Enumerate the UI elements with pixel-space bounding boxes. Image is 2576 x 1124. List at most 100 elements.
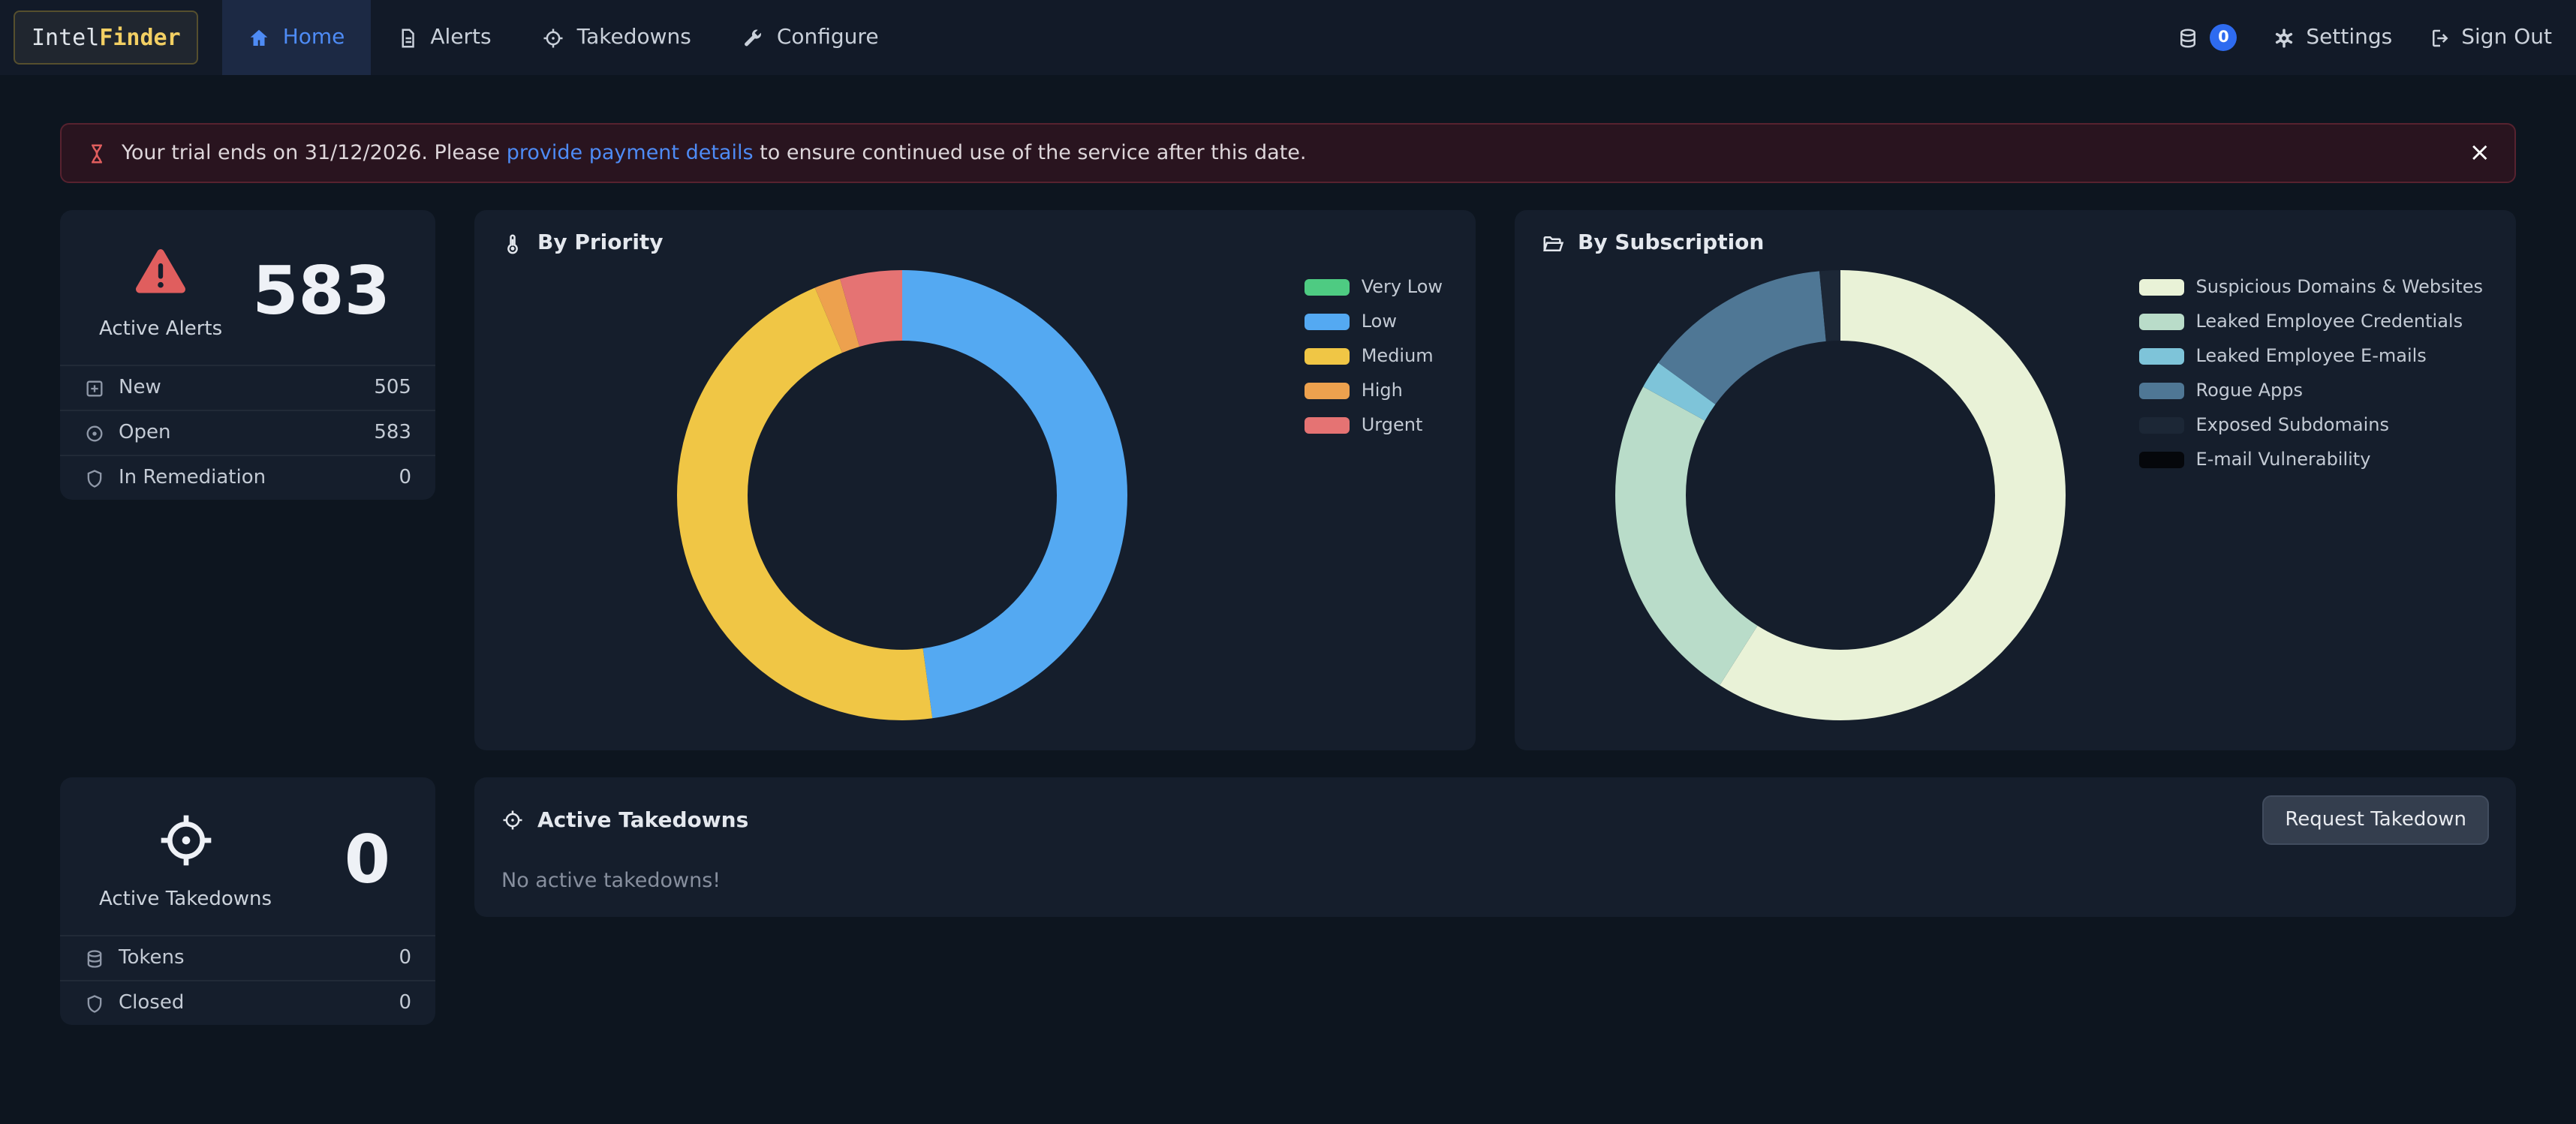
legend-label: High (1361, 380, 1403, 401)
by-subscription-header: By Subscription (1542, 231, 2489, 255)
alerts-row-open: Open 583 (60, 410, 435, 455)
sign-out-button[interactable]: Sign Out (2428, 26, 2552, 50)
brand-logo[interactable]: IntelFinder (14, 11, 199, 65)
active-alerts-label: Active Alerts (99, 318, 223, 341)
legend-label: Exposed Subdomains (2195, 414, 2389, 435)
alerts-row-remediation: In Remediation 0 (60, 455, 435, 500)
shield-icon (87, 994, 102, 1012)
thermometer-icon (507, 233, 518, 254)
legend-item: Leaked Employee Credentials (2138, 311, 2483, 332)
by-subscription-title: By Subscription (1578, 231, 1765, 255)
shield-icon (87, 469, 102, 487)
legend-label: Leaked Employee Credentials (2195, 311, 2463, 332)
navbar: IntelFinder Home Alerts Takedowns Config… (0, 0, 2576, 75)
legend-item: Exposed Subdomains (2138, 414, 2483, 435)
active-alerts-summary: Active Alerts 583 (60, 210, 435, 365)
folder-open-icon (1543, 236, 1564, 251)
active-takedowns-stats-card: Active Takedowns 0 Tokens 0 Closed 0 (60, 777, 435, 1025)
no-takedowns-message: No active takedowns! (501, 869, 721, 893)
takedowns-row-closed: Closed 0 (60, 980, 435, 1025)
active-takedowns-panel: Active Takedowns Request Takedown No act… (474, 777, 2516, 917)
settings-label: Settings (2306, 26, 2393, 50)
row-value: 0 (399, 467, 411, 489)
priority-legend: Very Low Low Medium High Urgent (1304, 255, 1449, 435)
row-label: Tokens (119, 947, 185, 969)
row-label: In Remediation (119, 467, 266, 489)
payment-details-link[interactable]: provide payment details (506, 141, 754, 165)
active-alerts-count: 583 (252, 253, 390, 329)
row-value: 505 (374, 377, 411, 399)
subscription-donut-chart (1542, 255, 2138, 732)
nav-item-label: Home (282, 26, 345, 50)
legend-item: High (1304, 380, 1443, 401)
crosshair-icon (544, 28, 564, 47)
legend-item: Low (1304, 311, 1443, 332)
by-subscription-card: By Subscription Suspicious Domains & Web… (1515, 210, 2516, 750)
sign-out-icon (2432, 29, 2448, 47)
nav-item-alerts[interactable]: Alerts (370, 0, 516, 75)
hourglass-icon (92, 143, 102, 163)
home-icon (251, 29, 268, 45)
nav-item-label: Takedowns (576, 26, 691, 50)
priority-donut-chart (501, 255, 1305, 732)
legend-item: Urgent (1304, 414, 1443, 435)
settings-button[interactable]: Settings (2273, 26, 2392, 50)
legend-item: Suspicious Domains & Websites (2138, 276, 2483, 297)
legend-swatch (2138, 278, 2184, 295)
banner-close-button[interactable]: × (2469, 137, 2491, 167)
row-label: New (119, 377, 161, 399)
navbar-right: 0 Settings Sign Out (2177, 24, 2552, 51)
legend-swatch (1304, 278, 1350, 295)
active-takedowns-summary: Active Takedowns 0 (60, 777, 435, 935)
legend-swatch (1304, 313, 1350, 329)
legend-label: Suspicious Domains & Websites (2195, 276, 2483, 297)
legend-swatch (1304, 347, 1350, 364)
nav-item-takedowns[interactable]: Takedowns (517, 0, 717, 75)
tokens-counter[interactable]: 0 (2177, 24, 2237, 51)
active-takedowns-panel-title: Active Takedowns (537, 808, 749, 832)
active-takedowns-label: Active Takedowns (99, 888, 272, 911)
by-priority-header: By Priority (501, 231, 1449, 255)
tokens-badge: 0 (2210, 24, 2237, 51)
legend-swatch (2138, 416, 2184, 433)
legend-swatch (1304, 382, 1350, 398)
by-priority-title: By Priority (537, 231, 664, 255)
legend-item: Leaked Employee E-mails (2138, 345, 2483, 366)
file-icon (401, 28, 414, 47)
tokens-icon (87, 949, 102, 967)
nav-item-configure[interactable]: Configure (717, 0, 904, 75)
wrench-icon (745, 29, 762, 46)
row-label: Closed (119, 992, 185, 1014)
by-priority-card: By Priority Very Low Low Medium High Urg… (474, 210, 1476, 750)
legend-swatch (2138, 451, 2184, 467)
alerts-row-new: New 505 (60, 365, 435, 410)
row-value: 0 (399, 947, 411, 969)
legend-item: Very Low (1304, 276, 1443, 297)
nav-item-label: Alerts (430, 26, 492, 50)
row-label: Open (119, 422, 171, 444)
brand-intel: Intel (32, 24, 100, 51)
active-alerts-card: Active Alerts 583 New 505 Open 583 In Re… (60, 210, 435, 500)
crosshair-icon (160, 815, 211, 866)
active-takedowns-header: Active Takedowns Request Takedown (501, 795, 2489, 845)
request-takedown-button[interactable]: Request Takedown (2262, 795, 2489, 845)
banner-text-after: to ensure continued use of the service a… (753, 141, 1307, 165)
banner-text: Your trial ends on 31/12/2026. Please pr… (122, 141, 1307, 165)
warning-triangle-icon (136, 249, 186, 293)
legend-item: Medium (1304, 345, 1443, 366)
nav-item-home[interactable]: Home (222, 0, 371, 75)
trial-banner: Your trial ends on 31/12/2026. Please pr… (60, 123, 2516, 183)
circle-dot-icon (86, 425, 103, 441)
legend-label: Urgent (1361, 414, 1423, 435)
legend-label: Very Low (1361, 276, 1443, 297)
nav-item-label: Configure (776, 26, 879, 50)
square-plus-icon (86, 380, 103, 396)
legend-swatch (2138, 382, 2184, 398)
takedowns-row-tokens: Tokens 0 (60, 935, 435, 980)
subscription-legend: Suspicious Domains & Websites Leaked Emp… (2138, 255, 2489, 470)
legend-label: Medium (1361, 345, 1434, 366)
legend-label: Leaked Employee E-mails (2195, 345, 2427, 366)
legend-swatch (1304, 416, 1350, 433)
banner-text-before: Your trial ends on 31/12/2026. Please (122, 141, 507, 165)
